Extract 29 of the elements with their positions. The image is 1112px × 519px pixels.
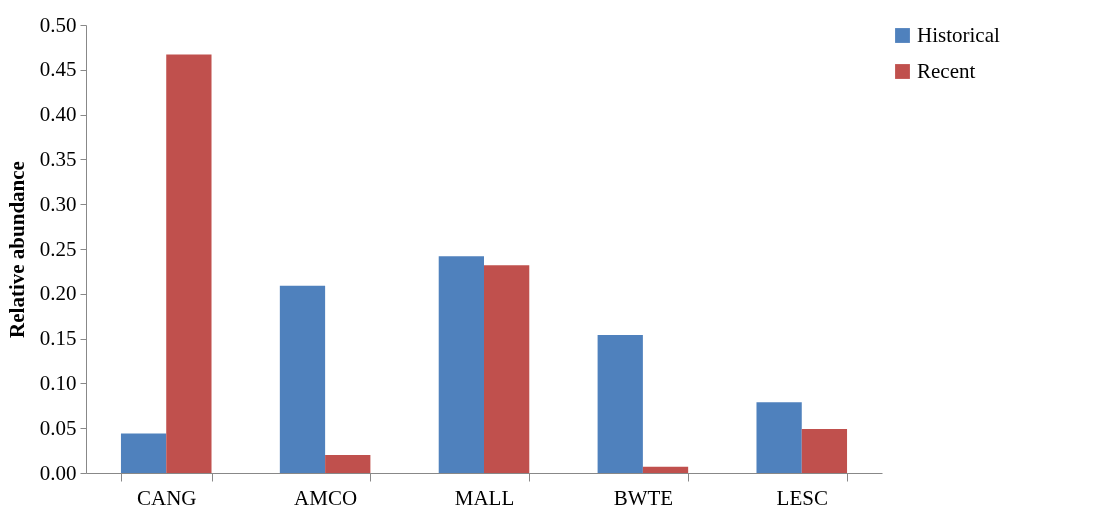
bar <box>438 256 484 473</box>
y-tick-label: 0.30 <box>39 191 77 216</box>
x-tick-label: LESC <box>776 485 828 510</box>
bar <box>279 285 326 473</box>
legend-label: Historical <box>917 22 1000 47</box>
y-tick-label: 0.35 <box>39 146 77 171</box>
y-tick-label: 0.40 <box>39 102 77 127</box>
y-tick-label: 0.20 <box>39 281 77 306</box>
bar <box>120 433 167 473</box>
x-tick-label: CANG <box>136 485 197 510</box>
bar <box>166 54 212 473</box>
y-tick-label: 0.25 <box>39 236 77 261</box>
bar <box>597 335 643 473</box>
x-tick-label: AMCO <box>294 485 358 510</box>
y-tick-label: 0.10 <box>39 370 77 395</box>
x-tick-label: MALL <box>454 485 515 510</box>
bar <box>484 265 530 473</box>
x-tick-label: BWTE <box>613 485 674 510</box>
y-tick-label: 0.50 <box>39 12 77 37</box>
y-tick-label: 0.45 <box>39 57 77 82</box>
legend-label: Recent <box>917 58 976 83</box>
y-tick-label: 0.05 <box>39 415 77 440</box>
y-tick-label: 0.15 <box>39 326 77 351</box>
y-axis-title: Relative abundance <box>4 161 29 338</box>
bar <box>642 466 689 473</box>
bar <box>756 402 802 473</box>
bar <box>801 429 848 473</box>
y-tick-label: 0.00 <box>39 460 77 485</box>
bar <box>325 455 371 473</box>
